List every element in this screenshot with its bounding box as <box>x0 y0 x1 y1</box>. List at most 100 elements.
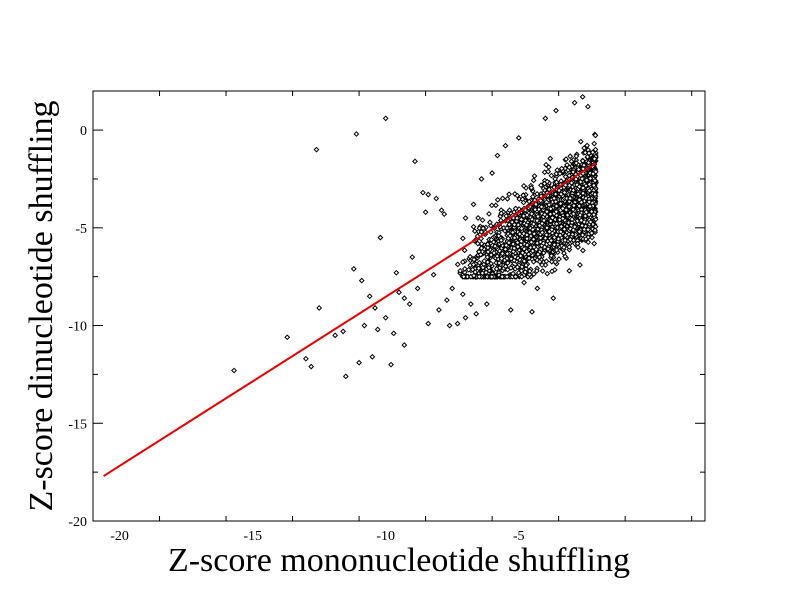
data-point <box>496 248 503 254</box>
data-point <box>504 250 511 257</box>
data-point <box>518 216 525 223</box>
data-point <box>477 251 484 258</box>
data-point <box>534 217 541 224</box>
data-point <box>521 279 527 286</box>
data-point <box>498 239 505 246</box>
data-point <box>570 202 577 209</box>
data-point <box>484 259 491 266</box>
data-point <box>569 219 575 226</box>
data-point <box>573 176 579 183</box>
data-point <box>535 251 541 258</box>
data-point <box>390 330 397 337</box>
data-point <box>539 262 545 268</box>
data-point <box>554 167 561 174</box>
axis-ticks <box>92 91 705 522</box>
data-point <box>579 222 585 229</box>
data-point <box>520 182 527 189</box>
data-point <box>449 285 456 292</box>
data-point <box>570 187 577 194</box>
data-point <box>412 158 418 165</box>
data-point <box>462 314 469 321</box>
data-point <box>551 241 558 248</box>
data-point <box>557 232 564 239</box>
data-point <box>578 199 585 206</box>
data-point <box>526 198 533 205</box>
data-point <box>514 264 521 270</box>
data-point <box>563 156 569 163</box>
data-point <box>586 181 593 188</box>
data-point <box>498 255 505 262</box>
data-point <box>313 146 320 153</box>
data-point <box>498 237 505 244</box>
data-point <box>553 247 560 253</box>
data-point <box>518 273 525 280</box>
data-point <box>382 314 389 321</box>
x-tick-label: -10 <box>376 529 395 544</box>
data-point <box>573 153 580 160</box>
data-point <box>544 270 551 277</box>
data-point <box>592 227 598 234</box>
data-point <box>577 212 584 219</box>
data-point <box>577 262 583 268</box>
data-point <box>488 202 495 209</box>
data-point <box>584 153 591 160</box>
data-point <box>504 195 511 202</box>
data-point <box>438 207 445 214</box>
data-point <box>543 161 550 168</box>
data-point <box>552 198 559 205</box>
data-point <box>526 268 533 275</box>
data-point <box>526 229 533 236</box>
data-point <box>401 342 408 348</box>
data-point <box>553 220 560 227</box>
data-points <box>231 93 599 380</box>
axis-tick-labels: -20 -15 -10 -5 -20 -15 -10 -5 0 <box>68 124 524 544</box>
data-point <box>583 177 590 184</box>
data-point <box>592 132 599 139</box>
regression-line <box>103 162 597 477</box>
data-point <box>361 322 368 329</box>
data-point <box>579 93 586 100</box>
data-point <box>575 166 582 173</box>
data-point <box>579 175 586 182</box>
data-point <box>492 243 498 250</box>
data-point <box>467 301 474 307</box>
data-point <box>396 289 402 296</box>
data-point <box>547 211 554 218</box>
data-point <box>545 168 552 175</box>
data-point <box>537 239 544 245</box>
data-point <box>388 361 394 368</box>
data-point <box>545 245 551 252</box>
data-point <box>582 213 589 219</box>
data-point <box>524 212 530 218</box>
data-point <box>484 244 491 251</box>
data-point <box>524 242 531 248</box>
data-point <box>586 211 593 218</box>
data-point <box>530 177 537 184</box>
data-point <box>471 228 478 235</box>
data-point <box>553 203 560 209</box>
data-point <box>491 249 497 256</box>
data-point <box>374 326 381 333</box>
y-axis-title: Z-score dinucleotide shuffling <box>23 100 60 511</box>
data-point <box>590 211 597 218</box>
data-point <box>529 216 536 223</box>
data-point <box>592 146 599 153</box>
data-point <box>523 262 530 269</box>
data-point <box>353 131 360 137</box>
data-point <box>494 152 501 159</box>
data-point <box>561 189 568 196</box>
data-point <box>553 208 560 215</box>
data-point <box>494 196 501 203</box>
data-point <box>591 155 598 162</box>
data-point <box>512 254 518 260</box>
data-point <box>566 267 573 274</box>
data-point <box>461 265 468 272</box>
data-point <box>470 261 477 268</box>
data-point <box>499 195 506 202</box>
data-point <box>552 259 559 265</box>
data-point <box>430 271 437 278</box>
y-tick-label: -10 <box>68 320 87 335</box>
data-point <box>507 307 514 313</box>
data-point <box>538 204 545 210</box>
